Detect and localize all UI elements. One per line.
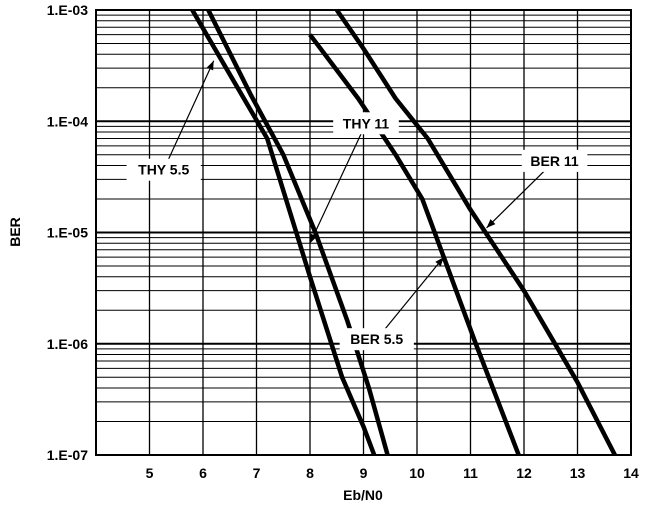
y-tick-label: 1.E-06 (47, 336, 88, 352)
annotation-leader (376, 256, 445, 340)
x-tick-label: 5 (146, 465, 154, 481)
annotation-box (521, 149, 588, 172)
x-tick-label: 13 (570, 465, 586, 481)
x-tick-labels: 5 6 7 8 9 10 11 12 13 14 (146, 465, 639, 481)
annotation-leader (486, 160, 555, 229)
x-tick-label: 7 (253, 465, 261, 481)
annotation-arrowhead (486, 219, 496, 228)
annotation-arrowhead (435, 257, 444, 267)
annotation-2: THY 11 (309, 112, 399, 244)
annotation-box (333, 112, 399, 135)
x-tick-label: 10 (409, 465, 425, 481)
annotation-box (339, 328, 414, 351)
grid (96, 10, 631, 455)
y-tick-label: 1.E-04 (47, 113, 88, 129)
annotation-4: BER 11 (486, 149, 588, 229)
y-tick-label: 1.E-05 (47, 225, 88, 241)
annotation-arrowhead (310, 233, 317, 244)
x-tick-label: 6 (199, 465, 207, 481)
y-tick-labels: 1.E-07 1.E-06 1.E-05 1.E-04 1.E-03 (47, 2, 88, 463)
plot-frame (95, 9, 632, 456)
annotation-label: BER 11 (530, 153, 578, 169)
x-tick-label: 12 (516, 465, 532, 481)
y-tick-label: 1.E-07 (47, 447, 88, 463)
annotation-group: THY 5.5 THY 11 BER 5.5 BER 11 (126, 60, 588, 351)
x-axis-label: Eb/N0 (343, 487, 383, 503)
y-axis-label: BER (7, 217, 23, 247)
x-tick-label: 11 (463, 465, 478, 481)
x-tick-label: 8 (306, 465, 314, 481)
series-line-3 (308, 33, 521, 456)
annotation-arrowhead (206, 60, 214, 71)
x-tick-label: 9 (360, 465, 368, 481)
series-line-4 (334, 8, 617, 457)
annotation-3: BER 5.5 (339, 256, 445, 351)
annotation-label: THY 11 (343, 115, 390, 131)
series-line-1 (190, 8, 377, 456)
annotation-label: THY 5.5 (138, 162, 189, 178)
annotation-box (126, 158, 201, 181)
x-tick-label: 14 (623, 465, 639, 481)
annotation-label: BER 5.5 (350, 331, 403, 347)
annotation-leader (163, 60, 215, 170)
y-tick-label: 1.E-03 (47, 2, 88, 18)
annotation-leader (309, 123, 367, 244)
annotation-1: THY 5.5 (126, 60, 215, 181)
